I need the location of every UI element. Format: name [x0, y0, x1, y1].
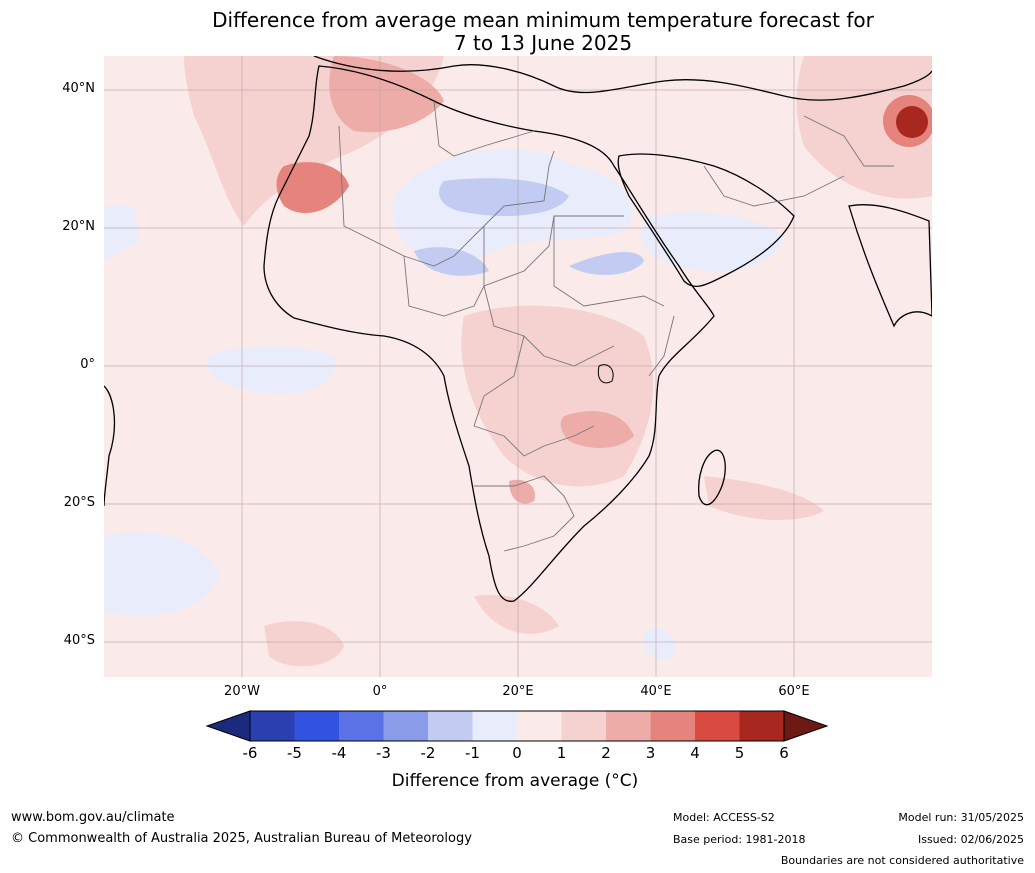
colorbar-cell	[739, 711, 785, 741]
anomaly-negative-atlantic	[206, 346, 336, 395]
colorbar-tick-label: -2	[420, 744, 436, 762]
colorbar-cell	[472, 711, 518, 741]
map-svg	[104, 56, 932, 677]
lon-label-20e: 20°E	[502, 684, 534, 699]
title-line-2: 7 to 13 June 2025	[453, 31, 633, 55]
colorbar-extend-high	[783, 710, 829, 742]
colorbar-tick-label: 4	[690, 744, 700, 762]
colorbar-tick-label: -1	[465, 744, 480, 762]
lat-label-20s: 20°S	[63, 495, 95, 510]
colorbar-label: Difference from average (°C)	[391, 771, 639, 791]
footer-disclaimer: Boundaries are not considered authoritat…	[780, 854, 1024, 867]
anomaly-positive-iberia	[329, 56, 444, 133]
anomaly-negative-arabia	[640, 212, 784, 272]
colorbar-cell	[383, 711, 429, 741]
country-borders	[338, 100, 894, 552]
colorbar-cell	[606, 711, 651, 741]
colorbar-cell	[250, 711, 295, 741]
lat-label-40s: 40°S	[63, 633, 95, 648]
footer-issued: Issued: 02/06/2025	[917, 833, 1024, 846]
graticule	[104, 56, 932, 677]
map-title: Difference from average mean minimum tem…	[0, 9, 1035, 55]
africa-coastline	[263, 65, 715, 602]
colorbar-tick-label: 1	[556, 744, 567, 762]
colorbar-extend-low	[205, 710, 251, 742]
footer-website[interactable]: www.bom.gov.au/climate	[11, 810, 175, 825]
footer-model: Model: ACCESS-S2	[673, 811, 775, 824]
colorbar-cell	[339, 711, 384, 741]
colorbar-tick-label: 0	[512, 744, 522, 762]
india-coastline	[848, 204, 932, 328]
colorbar	[205, 710, 829, 742]
colorbar-cell	[561, 711, 607, 741]
lat-label-0: 0°	[80, 357, 95, 372]
south-america-coastline	[104, 385, 116, 507]
colorbar-frame	[249, 710, 785, 742]
anomaly-positive-cape	[474, 594, 559, 634]
anomaly-warm-east-africa	[560, 411, 634, 448]
anomaly-blue-sudan	[569, 251, 644, 276]
colorbar-tick-label: 5	[734, 744, 745, 762]
colorbar-tick-label: 2	[601, 744, 611, 762]
arabia-coastline	[617, 153, 795, 288]
colorbar-cell	[294, 711, 340, 741]
colorbar-tick-label: -3	[376, 744, 391, 762]
forecast-map	[104, 56, 932, 677]
anomaly-positive-south-atlantic	[264, 621, 344, 667]
madagascar-coastline	[698, 449, 726, 506]
anomaly-blue-sahel	[414, 247, 489, 276]
anomaly-negative-south-indian	[643, 627, 675, 660]
anomaly-blue-north-africa	[439, 178, 569, 216]
lon-label-20w: 20°W	[224, 684, 260, 699]
lon-label-40e: 40°E	[640, 684, 672, 699]
colorbar-cell	[517, 711, 562, 741]
anomaly-warm-morocco	[276, 162, 349, 214]
colorbar-cell	[650, 711, 696, 741]
colorbar-tick-label: -6	[242, 744, 258, 762]
lon-label-0: 0°	[372, 684, 388, 699]
anomaly-negative-west	[104, 206, 139, 261]
anomaly-warm-himalaya-core	[896, 106, 928, 138]
lon-label-60e: 60°E	[778, 684, 810, 699]
anomaly-negative-south-atlantic	[104, 532, 219, 616]
lat-label-20n: 20°N	[62, 219, 95, 234]
europe-coastline	[313, 56, 932, 101]
lat-label-40n: 40°N	[62, 81, 95, 96]
colorbar-cell	[428, 711, 473, 741]
colorbar-tick-label: 6	[779, 744, 789, 762]
colorbar-tick-label: -4	[331, 744, 347, 762]
title-line-1: Difference from average mean minimum tem…	[212, 8, 874, 32]
colorbar-tick-label: -5	[287, 744, 302, 762]
colorbar-tick-label: 3	[645, 744, 656, 762]
anomaly-positive-central-asia	[796, 56, 932, 199]
footer-model-run: Model run: 31/05/2025	[898, 811, 1024, 824]
footer-base-period: Base period: 1981-2018	[673, 833, 806, 846]
footer-copyright: © Commonwealth of Australia 2025, Austra…	[11, 831, 472, 846]
colorbar-cell	[695, 711, 740, 741]
lake-victoria	[597, 364, 614, 384]
